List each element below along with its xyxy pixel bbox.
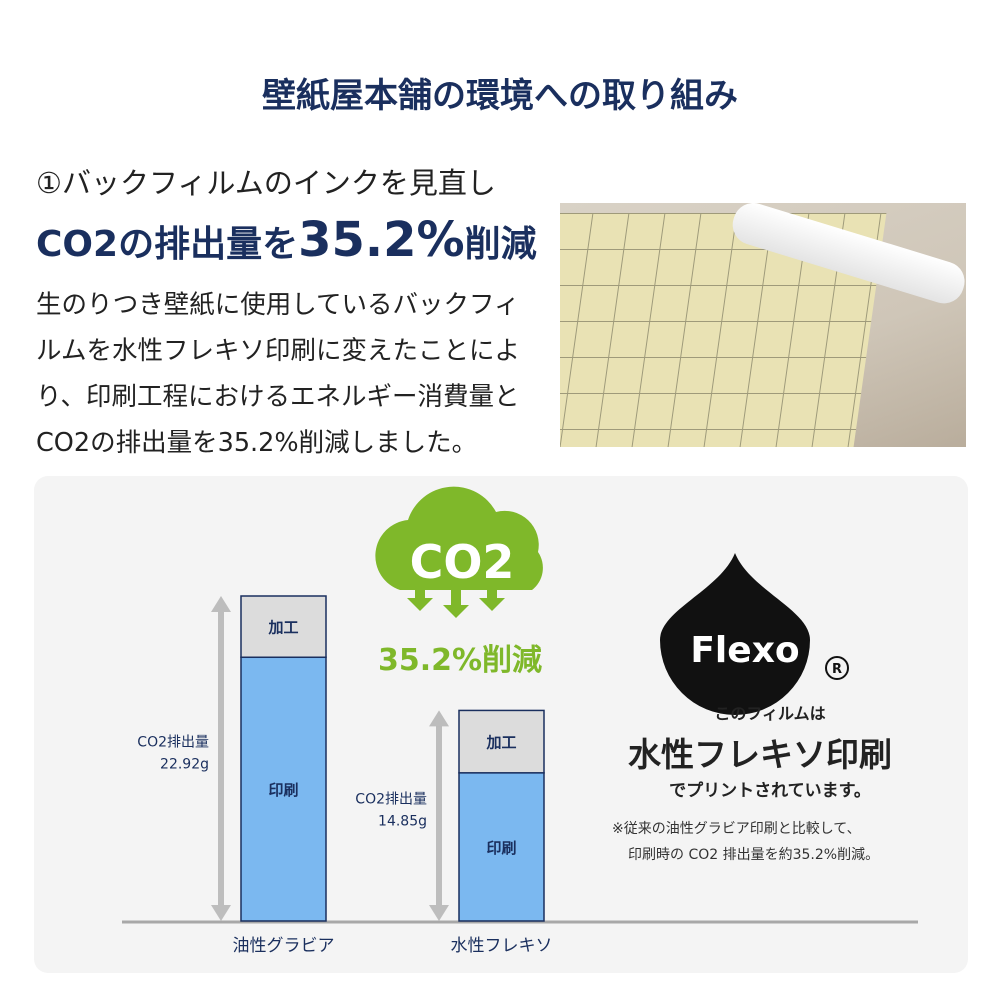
- bar-segment-label: 印刷: [268, 781, 298, 799]
- bar-segment-label: 印刷: [486, 839, 516, 857]
- total-label: CO2排出量: [137, 735, 209, 751]
- flexo-line1: このフィルムは: [714, 704, 826, 723]
- flexo-line3: でプリントされています。: [669, 781, 871, 801]
- bar-印刷: [240, 656, 327, 922]
- page-title: 壁紙屋本舗の環境への取り組み: [262, 76, 738, 116]
- arrow-down-icon: [429, 905, 449, 921]
- arrow-up-icon: [211, 596, 231, 612]
- arrow-down-icon: [211, 905, 231, 921]
- flexo-logo-text: Flexo: [690, 630, 799, 671]
- cloud-icon: CO2: [375, 486, 543, 618]
- category-label: 油性グラビア: [233, 936, 335, 956]
- flexo-logo: Flexo R: [660, 553, 849, 715]
- headline-post: 削減: [464, 224, 537, 265]
- total-value: 14.85g: [378, 814, 427, 830]
- bar-加工: [458, 709, 545, 774]
- category-label: 水性フレキソ: [451, 936, 553, 956]
- reduction-label: 35.2%削減: [378, 643, 542, 678]
- headline: CO2の排出量を35.2%削減: [36, 212, 537, 268]
- svg-text:R: R: [832, 662, 842, 677]
- film-photo: [560, 203, 966, 447]
- flexo-note2: 印刷時の CO2 排出量を約35.2%削減。: [628, 847, 880, 863]
- bar-segment-label: 加工: [485, 734, 516, 752]
- description: 生のりつき壁紙に使用しているバックフィルムを水性フレキソ印刷に変えたことにより、…: [36, 290, 520, 458]
- total-label: CO2排出量: [355, 792, 427, 808]
- arrow-up-icon: [429, 710, 449, 727]
- headline-value: 35.2%: [298, 212, 465, 268]
- bar-印刷: [458, 772, 545, 922]
- headline-pre: CO2の排出量を: [36, 224, 299, 265]
- flexo-note1: ※従来の油性グラビア印刷と比較して、: [612, 821, 861, 837]
- bar-segment-label: 加工: [267, 619, 298, 637]
- bar-加工: [240, 595, 327, 659]
- total-value: 22.92g: [160, 757, 209, 773]
- cloud-co2-label: CO2: [410, 535, 515, 589]
- section-subtitle: ①バックフィルムのインクを見直し: [36, 166, 496, 200]
- flexo-line2: 水性フレキソ印刷: [628, 735, 892, 774]
- down-arrows-icon: [407, 590, 505, 618]
